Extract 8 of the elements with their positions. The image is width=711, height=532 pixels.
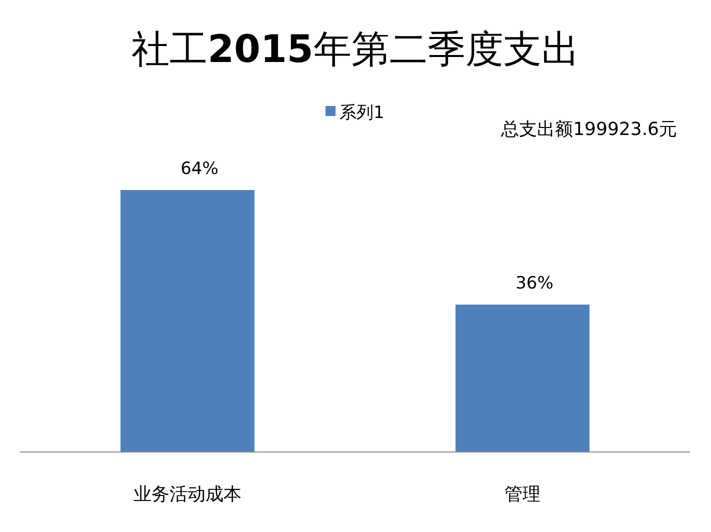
legend-label: 系列1 — [340, 103, 384, 123]
annotation: 总支出额199923.6元 — [501, 119, 677, 140]
category: 业务活动成本 — [134, 484, 242, 505]
category: 管理 — [504, 484, 540, 505]
legend: 系列1 — [326, 103, 384, 123]
value-label: 36% — [516, 274, 554, 294]
title: 社工2015年第二季度支出 — [132, 27, 580, 71]
value-label: 64% — [180, 159, 218, 179]
